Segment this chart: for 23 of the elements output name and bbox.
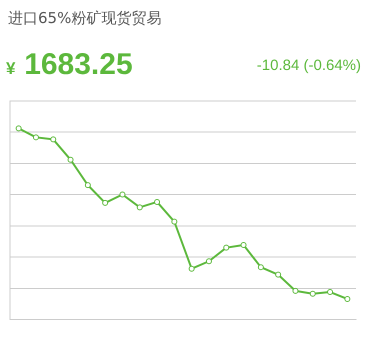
- chart-subtitle: ¥ 1683.25: [6, 48, 133, 81]
- point: [154, 198, 160, 205]
- point: [84, 182, 91, 188]
- point: [310, 290, 316, 297]
- point: [68, 156, 74, 163]
- point: [292, 288, 298, 294]
- point: [275, 272, 282, 278]
- point: [32, 134, 39, 140]
- point: [327, 289, 334, 296]
- point: [258, 264, 264, 270]
- point: [206, 258, 212, 264]
- text: -10.84 (-0.64%): [256, 57, 361, 74]
- point: [223, 244, 230, 251]
- point: [119, 192, 126, 198]
- point: [240, 242, 247, 248]
- point: [136, 204, 143, 210]
- point: [50, 136, 56, 142]
- point: [102, 200, 108, 206]
- point: [16, 125, 22, 132]
- point: [344, 296, 350, 302]
- point: [188, 266, 195, 272]
- point: [171, 218, 178, 225]
- chart-title: 进口65%粉矿现货贸易: [8, 9, 162, 28]
